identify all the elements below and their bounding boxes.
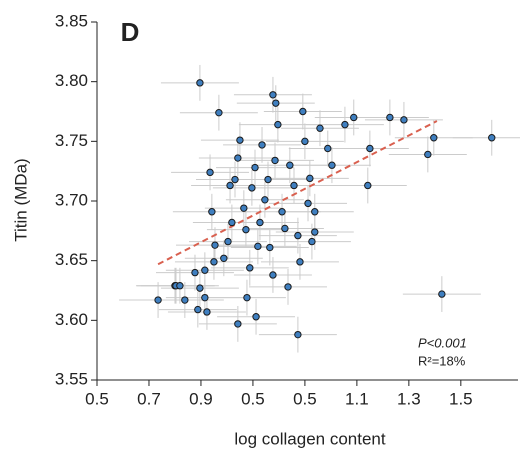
point bbox=[234, 154, 242, 162]
point bbox=[220, 254, 228, 262]
y-tick-label: 3.85 bbox=[55, 11, 88, 30]
point bbox=[438, 290, 446, 298]
point bbox=[203, 308, 211, 316]
annotation: P<0.001 bbox=[418, 335, 467, 350]
point bbox=[254, 242, 262, 251]
x-tick-label: 1.5 bbox=[449, 389, 473, 408]
point bbox=[191, 268, 199, 277]
point bbox=[210, 258, 218, 266]
point bbox=[308, 237, 316, 246]
point bbox=[206, 168, 214, 177]
y-tick-label: 3.60 bbox=[55, 310, 88, 329]
point bbox=[242, 225, 250, 234]
annotation: R²=18% bbox=[418, 353, 466, 368]
point bbox=[201, 266, 209, 274]
point bbox=[400, 116, 408, 124]
point bbox=[286, 161, 294, 169]
point bbox=[301, 137, 309, 146]
y-axis-label: Titin (MDa) bbox=[11, 158, 30, 241]
point bbox=[234, 320, 242, 328]
point bbox=[294, 231, 302, 240]
point bbox=[304, 199, 312, 208]
point bbox=[278, 208, 286, 216]
trend-line bbox=[157, 120, 438, 266]
point bbox=[224, 237, 232, 246]
y-tick-label: 3.75 bbox=[55, 131, 88, 150]
x-tick-label: 0.7 bbox=[137, 389, 161, 408]
point bbox=[366, 144, 374, 153]
point bbox=[264, 175, 272, 184]
point bbox=[256, 218, 264, 227]
point bbox=[430, 134, 438, 142]
point bbox=[240, 204, 248, 212]
x-tick-label: 1.1 bbox=[345, 389, 369, 408]
point bbox=[299, 107, 307, 116]
y-tick-label: 3.80 bbox=[55, 71, 88, 90]
point bbox=[296, 258, 304, 266]
y-tick-label: 3.65 bbox=[55, 250, 88, 269]
point bbox=[252, 313, 260, 321]
y-tick-label: 3.70 bbox=[55, 190, 88, 209]
point bbox=[258, 141, 266, 149]
point bbox=[196, 284, 204, 292]
point bbox=[350, 113, 358, 122]
point bbox=[228, 218, 236, 227]
x-tick-label: 0.9 bbox=[189, 389, 213, 408]
point bbox=[274, 120, 282, 129]
x-tick-label: 0.5 bbox=[85, 389, 109, 408]
point bbox=[266, 243, 274, 252]
point bbox=[196, 79, 204, 87]
point bbox=[311, 228, 319, 236]
point bbox=[211, 241, 219, 249]
point bbox=[386, 113, 394, 122]
x-tick-label: 0.5 bbox=[293, 389, 317, 408]
point bbox=[306, 174, 314, 183]
point bbox=[341, 120, 349, 129]
point bbox=[248, 184, 256, 192]
point bbox=[176, 282, 184, 290]
x-tick-label: 0.5 bbox=[241, 389, 265, 408]
point bbox=[181, 296, 189, 304]
point bbox=[328, 161, 336, 169]
x-axis-label: log collagen content bbox=[234, 429, 386, 448]
panel-label: D bbox=[121, 17, 140, 47]
point bbox=[236, 136, 244, 144]
point bbox=[226, 181, 234, 190]
point bbox=[246, 264, 254, 272]
y-tick-label: 3.55 bbox=[55, 369, 88, 388]
point bbox=[261, 196, 269, 204]
point bbox=[201, 293, 209, 302]
point bbox=[424, 150, 432, 159]
point bbox=[324, 144, 332, 153]
point bbox=[281, 224, 289, 233]
point bbox=[272, 99, 280, 107]
point bbox=[251, 163, 259, 172]
point bbox=[269, 271, 277, 279]
point bbox=[488, 134, 496, 142]
point bbox=[215, 108, 223, 117]
point bbox=[294, 330, 302, 339]
point bbox=[269, 91, 277, 99]
point bbox=[311, 208, 319, 216]
point bbox=[243, 293, 251, 302]
point bbox=[271, 156, 279, 165]
point bbox=[364, 181, 372, 190]
point bbox=[231, 175, 239, 184]
point bbox=[316, 124, 324, 132]
point bbox=[284, 283, 292, 291]
point bbox=[154, 296, 162, 304]
x-tick-label: 1.3 bbox=[397, 389, 421, 408]
point bbox=[208, 208, 216, 216]
point bbox=[194, 305, 202, 314]
point bbox=[290, 181, 298, 190]
